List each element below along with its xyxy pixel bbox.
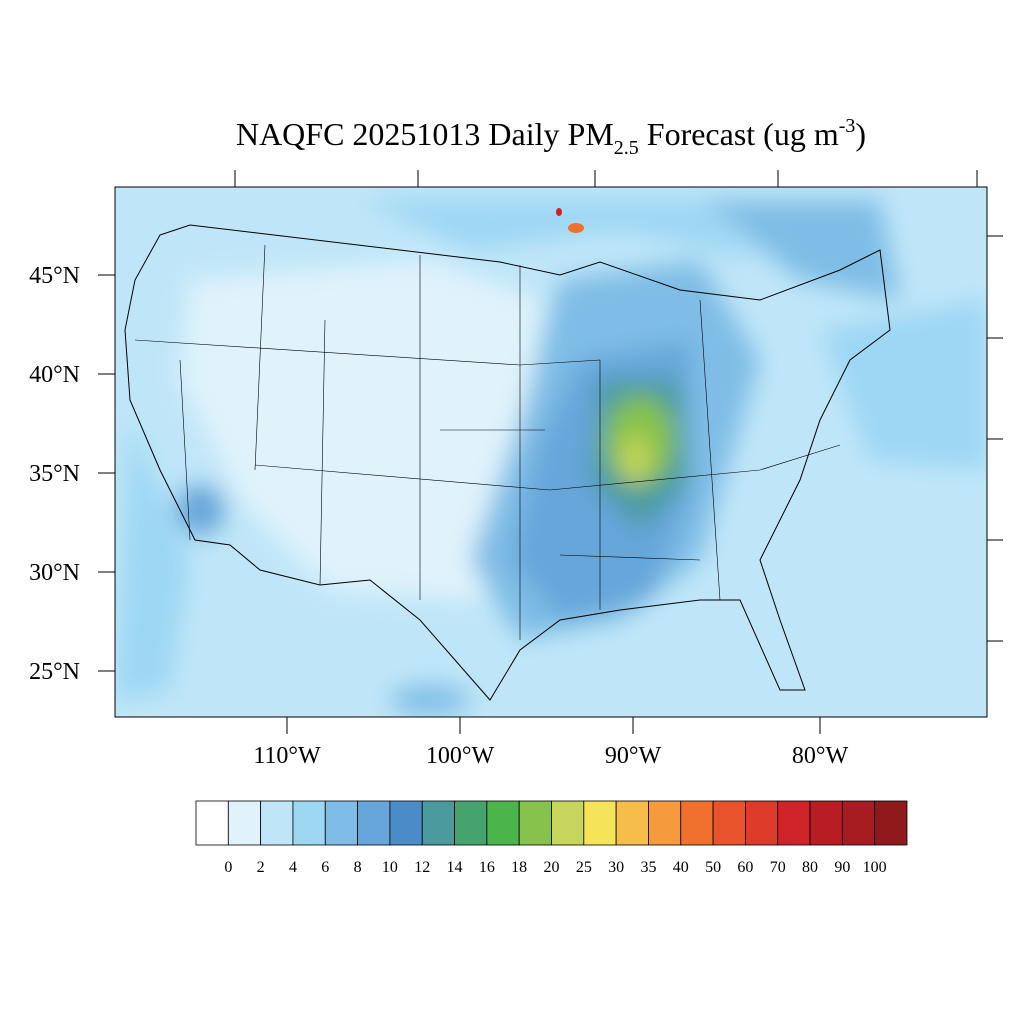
- lat-label: 25°N: [29, 659, 80, 685]
- colorbar-label: 16: [479, 859, 495, 876]
- colorbar-box: [583, 800, 617, 846]
- colorbar-label: 50: [705, 859, 721, 876]
- colorbar-label: 18: [511, 859, 527, 876]
- lat-label: 35°N: [29, 461, 80, 487]
- colorbar-label: 100: [863, 859, 887, 876]
- colorbar-box: [809, 800, 843, 846]
- lon-label: 100°W: [426, 743, 495, 769]
- colorbar-box: [292, 800, 326, 846]
- colorbar-box: [454, 800, 488, 846]
- title-sub: 2.5: [614, 137, 639, 159]
- colorbar-box: [551, 800, 585, 846]
- colorbar-box: [389, 800, 423, 846]
- colorbar-label: 40: [673, 859, 689, 876]
- colorbar-label: 10: [382, 859, 398, 876]
- colorbar-box: [518, 800, 552, 846]
- colorbar-label: 70: [770, 859, 786, 876]
- lat-label: 40°N: [29, 362, 80, 388]
- colorbar-box: [195, 800, 229, 846]
- country-outline: [124, 224, 891, 701]
- lon-label: 110°W: [253, 743, 321, 769]
- colorbar-box: [841, 800, 876, 846]
- colorbar-box: [357, 800, 391, 846]
- title-middle: Forecast (ug m: [639, 116, 839, 152]
- colorbar-label: 20: [544, 859, 560, 876]
- colorbar-label: 60: [737, 859, 753, 876]
- lat-label: 30°N: [29, 560, 80, 586]
- colorbar-box: [777, 800, 811, 846]
- colorbar-label: 90: [834, 859, 850, 876]
- lat-label: 45°N: [29, 263, 80, 289]
- map: [115, 187, 987, 717]
- title-main: NAQFC 20251013 Daily PM: [236, 116, 614, 152]
- colorbar-label: 35: [640, 859, 656, 876]
- title-sup: -3: [839, 115, 856, 137]
- colorbar-box: [680, 800, 714, 846]
- lon-label: 80°W: [792, 743, 849, 769]
- colorbar-label: 12: [414, 859, 430, 876]
- title: NAQFC 20251013 Daily PM2.5 Forecast (ug …: [236, 115, 866, 159]
- colorbar-label: 80: [802, 859, 818, 876]
- colorbar-box: [486, 800, 520, 846]
- concentration-field: [115, 200, 987, 715]
- colorbar-box: [712, 800, 746, 846]
- colorbar-label: 2: [257, 859, 265, 876]
- colorbar-box: [260, 800, 294, 846]
- state-lines: [134, 244, 841, 640]
- colorbar-box: [648, 800, 682, 846]
- colorbar-label: 8: [354, 859, 362, 876]
- fire-hotspot: [556, 208, 562, 216]
- colorbar-box: [421, 800, 455, 846]
- frame-ticks: [98, 170, 1003, 734]
- colorbar-box: [615, 800, 649, 846]
- lon-label: 90°W: [605, 743, 662, 769]
- map-frame: [114, 186, 988, 718]
- colorbar-label: 14: [447, 859, 463, 876]
- colorbar-label: 0: [224, 859, 232, 876]
- colorbar-label: 25: [576, 859, 592, 876]
- colorbar-label: 4: [289, 859, 297, 876]
- colorbar-label: 30: [608, 859, 624, 876]
- colorbar-label: 6: [321, 859, 329, 876]
- colorbar-box: [874, 800, 908, 846]
- colorbar-box: [324, 800, 358, 846]
- title-end: ): [855, 116, 866, 152]
- colorbar-box: [745, 800, 779, 846]
- colorbar-box: [227, 800, 262, 846]
- fire-hotspot: [568, 223, 584, 233]
